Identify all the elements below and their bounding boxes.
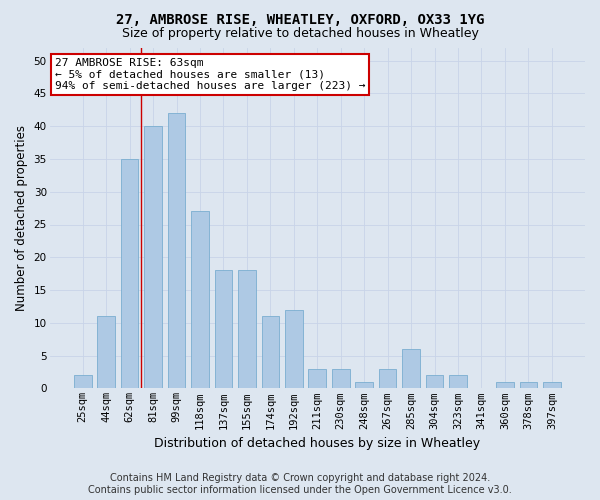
Bar xyxy=(520,382,537,388)
Text: 27, AMBROSE RISE, WHEATLEY, OXFORD, OX33 1YG: 27, AMBROSE RISE, WHEATLEY, OXFORD, OX33… xyxy=(116,12,484,26)
Text: Size of property relative to detached houses in Wheatley: Size of property relative to detached ho… xyxy=(122,28,478,40)
Bar xyxy=(238,270,256,388)
Bar xyxy=(355,382,373,388)
Text: Contains HM Land Registry data © Crown copyright and database right 2024.
Contai: Contains HM Land Registry data © Crown c… xyxy=(88,474,512,495)
Bar xyxy=(144,126,162,388)
Bar xyxy=(332,368,350,388)
Bar xyxy=(403,349,420,389)
Bar xyxy=(262,316,279,388)
Bar xyxy=(496,382,514,388)
Y-axis label: Number of detached properties: Number of detached properties xyxy=(15,125,28,311)
Bar xyxy=(168,113,185,388)
Bar xyxy=(74,376,92,388)
Bar xyxy=(308,368,326,388)
Text: 27 AMBROSE RISE: 63sqm
← 5% of detached houses are smaller (13)
94% of semi-deta: 27 AMBROSE RISE: 63sqm ← 5% of detached … xyxy=(55,58,365,91)
Bar xyxy=(543,382,560,388)
Bar xyxy=(379,368,397,388)
Bar xyxy=(97,316,115,388)
Bar xyxy=(285,310,302,388)
X-axis label: Distribution of detached houses by size in Wheatley: Distribution of detached houses by size … xyxy=(154,437,481,450)
Bar xyxy=(449,376,467,388)
Bar xyxy=(191,212,209,388)
Bar xyxy=(426,376,443,388)
Bar xyxy=(121,159,139,388)
Bar xyxy=(215,270,232,388)
